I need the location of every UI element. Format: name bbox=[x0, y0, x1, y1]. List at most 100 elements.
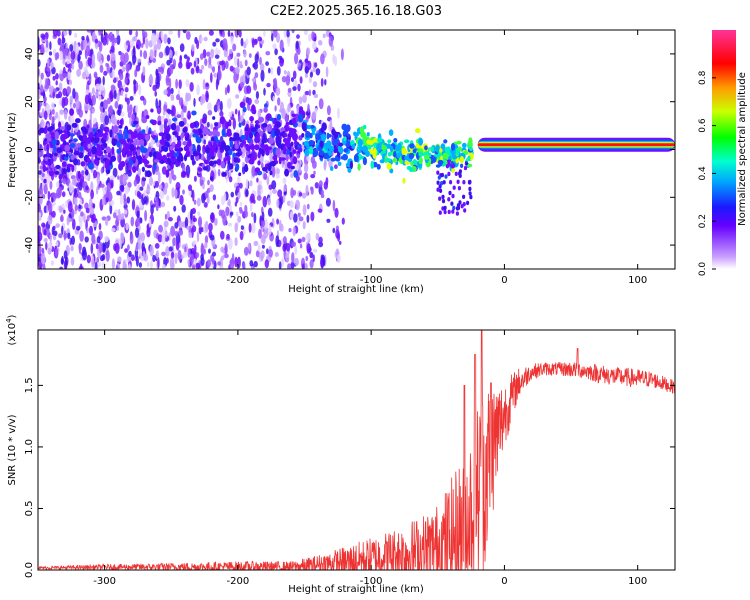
spectrogram-cell bbox=[264, 103, 268, 109]
spectrogram-cell bbox=[185, 31, 191, 40]
spectrogram-cell bbox=[265, 148, 270, 156]
spectrogram-cell bbox=[213, 217, 218, 225]
spectrogram-cell bbox=[305, 184, 309, 197]
spectrogram-cell bbox=[153, 151, 157, 160]
spectrogram-cell bbox=[266, 248, 269, 255]
spectrogram-cell bbox=[197, 211, 201, 217]
spectrogram-cell bbox=[157, 234, 163, 243]
spectrogram-cell bbox=[213, 160, 218, 165]
spectrogram-cell bbox=[118, 129, 123, 135]
spectrogram-cell bbox=[242, 140, 247, 145]
spectrogram-cell bbox=[298, 96, 303, 105]
spectrogram-cell bbox=[334, 56, 338, 67]
spectrogram-cell bbox=[283, 30, 287, 38]
spectrogram-cell bbox=[285, 242, 291, 252]
spectrogram-cell bbox=[107, 153, 112, 158]
spectrogram-cell bbox=[117, 256, 122, 263]
spectrogram-cell bbox=[200, 37, 204, 42]
spectrogram-cell bbox=[336, 254, 341, 263]
spectrogram-cell bbox=[141, 116, 148, 124]
spectrogram-cell bbox=[157, 257, 160, 269]
spectrogram-cell bbox=[447, 159, 451, 164]
spectrogram-cell bbox=[329, 119, 333, 131]
spectrogram-cell bbox=[193, 175, 197, 182]
spectrogram-cell bbox=[295, 199, 301, 211]
spectrogram-cell bbox=[268, 67, 271, 74]
spectrogram-cell bbox=[79, 198, 82, 206]
spectrogram-cell bbox=[136, 210, 140, 219]
spectrogram-xtick-label: -200 bbox=[227, 275, 250, 286]
spectrogram-cell bbox=[460, 163, 464, 168]
spectrogram-cell bbox=[97, 149, 104, 157]
spectrogram-cell bbox=[297, 212, 301, 217]
spectrogram-cell bbox=[435, 144, 440, 153]
spectrogram-cell bbox=[251, 38, 255, 48]
spectrogram-cell bbox=[46, 67, 50, 72]
spectrogram-cell bbox=[166, 59, 171, 66]
spectrogram-cell bbox=[304, 90, 310, 96]
spectrogram-cell bbox=[166, 152, 171, 158]
spectrogram-cell bbox=[38, 216, 42, 221]
spectrogram-cell bbox=[288, 228, 292, 233]
spectrogram-cell bbox=[281, 76, 287, 83]
spectrogram-cell bbox=[204, 190, 209, 199]
spectrogram-cell bbox=[250, 143, 255, 151]
spectrogram-cell bbox=[424, 151, 430, 155]
spectrogram-cell bbox=[68, 30, 72, 36]
spectrogram-cell bbox=[164, 230, 168, 239]
spectrogram-cell bbox=[245, 143, 250, 149]
spectrogram-cell bbox=[292, 86, 297, 91]
spectrogram-cell bbox=[129, 96, 134, 101]
spectrogram-cell bbox=[118, 124, 123, 129]
spectrogram-cell bbox=[140, 256, 145, 262]
spectrogram-cell bbox=[251, 222, 256, 234]
spectrogram-cell bbox=[397, 142, 402, 151]
spectrogram-cell bbox=[181, 204, 186, 213]
spectrogram-cell bbox=[102, 142, 108, 148]
spectrogram-cell bbox=[170, 225, 176, 237]
spectrogram-cell bbox=[150, 108, 154, 113]
spectrogram-cell bbox=[165, 45, 170, 56]
spectrogram-cell bbox=[43, 127, 48, 135]
spectrogram-cell bbox=[468, 191, 472, 196]
spectrogram-cell bbox=[196, 144, 201, 153]
spectrogram-cell bbox=[260, 162, 264, 169]
spectrogram-cell bbox=[106, 54, 111, 62]
spectrogram-cell bbox=[124, 248, 129, 253]
spectrogram-cell bbox=[284, 114, 289, 123]
spectrogram-cell bbox=[148, 218, 152, 228]
spectrogram-cell bbox=[122, 66, 126, 73]
spectrogram-cell bbox=[51, 210, 56, 218]
spectrogram-cell bbox=[258, 228, 262, 239]
spectrogram-cell bbox=[191, 110, 197, 116]
spectrogram-cell bbox=[50, 61, 54, 69]
spectrogram-cell bbox=[146, 183, 150, 195]
spectrogram-cell bbox=[63, 133, 69, 140]
spectrogram-cell bbox=[168, 172, 172, 185]
spectrogram-cell bbox=[58, 82, 63, 91]
spectrogram-cell bbox=[198, 69, 203, 74]
spectrogram-cell bbox=[69, 108, 75, 116]
spectrogram-cell bbox=[127, 169, 132, 177]
spectrogram-cell bbox=[203, 139, 206, 145]
spectrogram-cell bbox=[366, 139, 372, 145]
spectrogram-cell bbox=[51, 116, 55, 125]
spectrogram-cell bbox=[330, 166, 334, 172]
spectrogram-cell bbox=[307, 103, 310, 114]
spectrogram-cell bbox=[273, 77, 278, 89]
spectrogram-cell bbox=[404, 161, 410, 165]
spectrogram-cell bbox=[255, 136, 259, 144]
spectrogram-cell bbox=[226, 84, 230, 94]
spectrogram-cell bbox=[203, 159, 209, 165]
spectrogram-cell bbox=[439, 188, 443, 193]
spectrogram-cell bbox=[229, 259, 233, 266]
spectrogram-cell bbox=[199, 53, 204, 60]
spectrogram-cell bbox=[170, 87, 174, 95]
spectrogram-cell bbox=[55, 223, 60, 229]
spectrogram-cell bbox=[159, 190, 165, 199]
spectrogram-cell bbox=[120, 89, 124, 97]
spectrogram-cell bbox=[212, 194, 217, 201]
spectrogram-cell bbox=[157, 198, 161, 207]
spectrogram-cell bbox=[320, 133, 327, 142]
